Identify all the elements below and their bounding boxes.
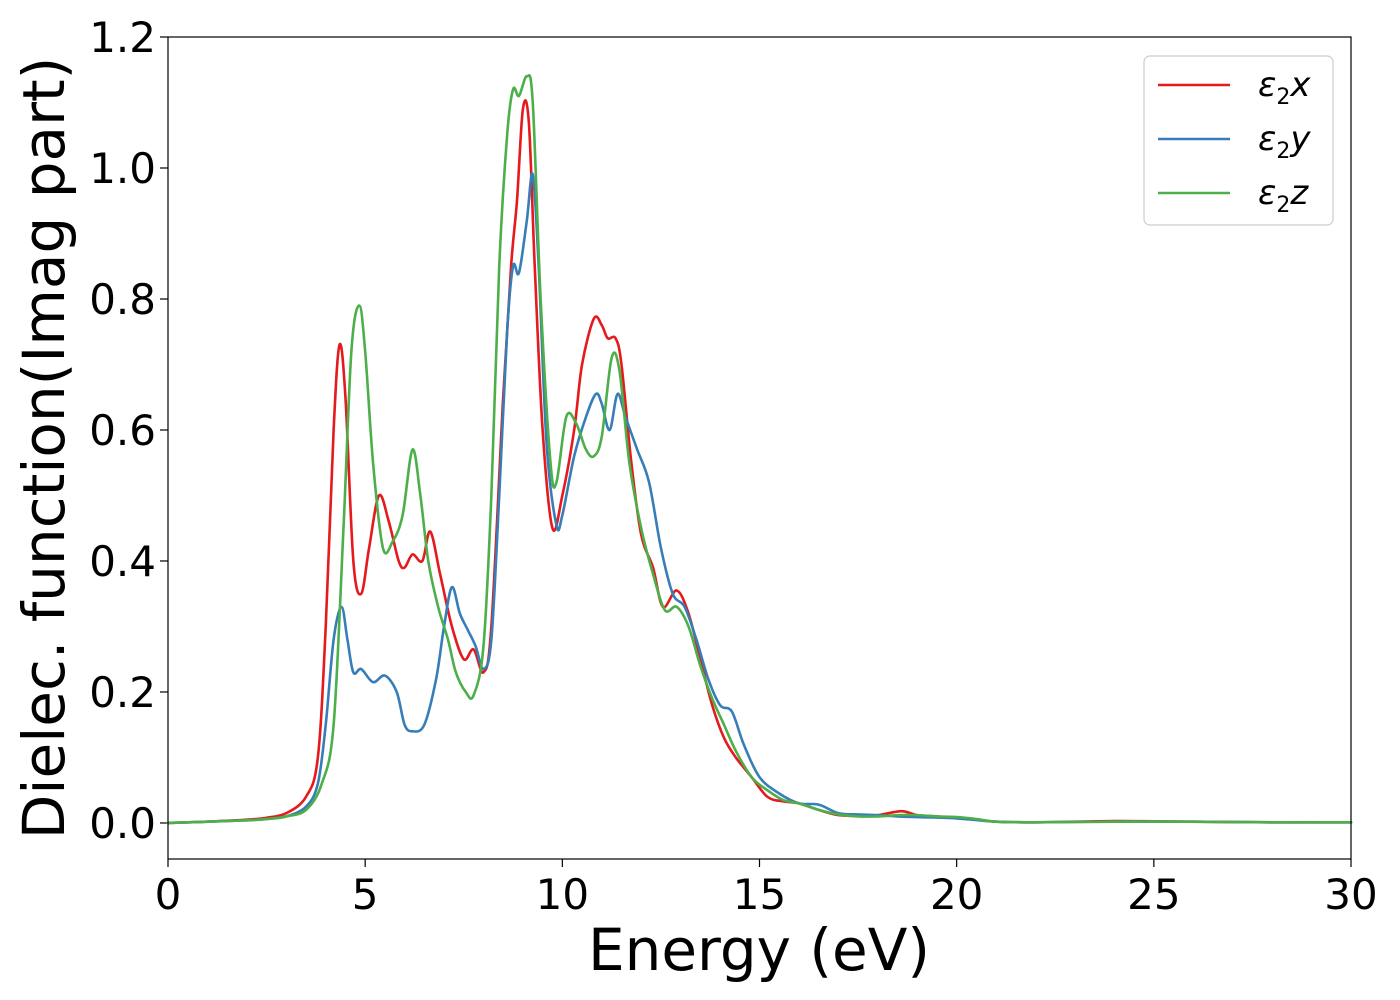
y-axis-label: Dielec. function(Imag part) bbox=[10, 57, 78, 840]
series-line-y bbox=[166, 172, 1353, 825]
x-tick-label: 20 bbox=[930, 870, 983, 919]
x-tick-label: 5 bbox=[352, 870, 379, 919]
y-tick-label: 0.4 bbox=[89, 537, 156, 586]
x-tick-label: 30 bbox=[1324, 870, 1377, 919]
y-tick-label: 0.2 bbox=[89, 668, 156, 717]
axis-ticks: 0 5 10 15 20 25 30 0.0 0.2 0.4 0.6 0.8 1.0 1.2 bbox=[89, 13, 1378, 919]
x-tick-label: 10 bbox=[536, 870, 589, 919]
legend-box bbox=[1143, 55, 1334, 226]
legend: ε2x ε2y ε2z bbox=[1143, 55, 1334, 226]
y-tick-label: 0.0 bbox=[89, 799, 156, 848]
x-axis-label: Energy (eV) bbox=[588, 916, 930, 984]
y-tick-label: 1.2 bbox=[89, 13, 156, 62]
y-tick-label: 1.0 bbox=[89, 144, 156, 193]
legend-label-x: ε2x bbox=[1258, 65, 1311, 110]
legend-label-y: ε2y bbox=[1258, 119, 1311, 164]
series-lines bbox=[166, 73, 1353, 825]
plot-frame bbox=[167, 36, 1352, 860]
x-tick-label: 0 bbox=[155, 870, 182, 919]
series-line-z bbox=[166, 73, 1353, 825]
legend-label-z: ε2z bbox=[1258, 173, 1309, 218]
y-tick-label: 0.6 bbox=[89, 406, 156, 455]
x-tick-label: 25 bbox=[1127, 870, 1180, 919]
y-tick-label: 0.8 bbox=[89, 275, 156, 324]
x-tick-label: 15 bbox=[733, 870, 786, 919]
